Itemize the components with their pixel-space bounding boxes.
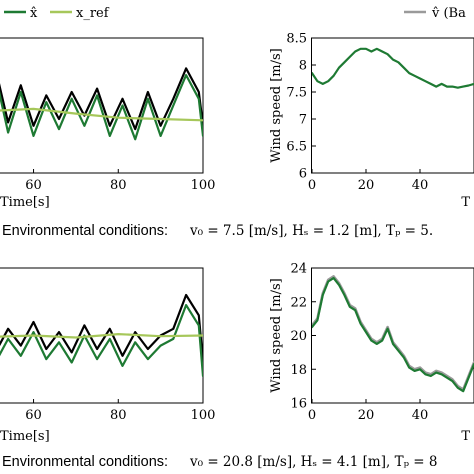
- legend-right: v̂ (Ba: [404, 6, 466, 21]
- y-axis-label: Wind speed [m/s]: [269, 48, 284, 162]
- series-line-2: [0, 107, 203, 122]
- axes-frame: [311, 37, 474, 174]
- x-tick-label: 20: [358, 408, 375, 423]
- x-axis-label: Time[s]: [0, 195, 50, 210]
- x-tick-label: 60: [25, 408, 42, 423]
- x-tick-label: 40: [412, 178, 429, 193]
- x-axis-label: T: [461, 195, 470, 210]
- series-line-0: [312, 275, 474, 391]
- legend-label-x-hat: x̂: [30, 6, 38, 21]
- series-line-2: [0, 333, 203, 339]
- legend-left: x̂ x_ref: [4, 6, 110, 21]
- x-axis-label: Time[s]: [0, 429, 50, 444]
- y-tick-label: 16: [290, 397, 307, 412]
- x-tick-label: 40: [412, 408, 429, 423]
- legend-label-x-ref: x_ref: [76, 6, 110, 21]
- axes-frame: [311, 267, 474, 404]
- y-tick-label: 6: [299, 167, 307, 182]
- y-tick-label: 18: [290, 363, 307, 378]
- y-tick-label: 8.5: [286, 32, 307, 47]
- x-tick-label: 20: [358, 178, 375, 193]
- y-tick-label: 24: [290, 262, 307, 277]
- y-tick-label: 8: [299, 59, 307, 74]
- caption-bottom-label: Environmental conditions:: [2, 454, 168, 470]
- series-line-1: [312, 277, 474, 393]
- caption-bottom-math: v₀ = 20.8 [m/s], Hₛ = 4.1 [m], Tₚ = 8: [189, 454, 437, 470]
- panel-top-left: 60 80 100 Time[s]: [0, 37, 216, 210]
- series-line-0: [312, 47, 474, 89]
- series-line-1: [0, 73, 203, 141]
- x-tick-label: 100: [191, 408, 216, 423]
- y-tick-label: 6.5: [286, 140, 307, 155]
- caption-bottom: Environmental conditions: v₀ = 20.8 [m/s…: [2, 454, 437, 470]
- x-axis-label: T: [461, 429, 470, 444]
- y-tick-label: 22: [290, 295, 307, 310]
- panel-bottom-left: 60 80 100 Time[s]: [0, 267, 216, 444]
- y-tick-label: 7: [299, 113, 307, 128]
- y-axis-label: Wind speed [m/s]: [269, 278, 284, 392]
- axes-frame: [0, 37, 204, 174]
- x-tick-label: 60: [25, 178, 42, 193]
- legend-label-v-hat: v̂ (Ba: [431, 6, 466, 21]
- series-line-0: [0, 67, 203, 131]
- y-tick-label: 7.5: [286, 86, 307, 101]
- x-tick-label: 0: [308, 408, 316, 423]
- series-line-1: [0, 304, 203, 378]
- caption-top: Environmental conditions: v₀ = 7.5 [m/s]…: [2, 223, 433, 239]
- x-tick-label: 80: [110, 408, 127, 423]
- x-tick-label: 80: [110, 178, 127, 193]
- caption-top-math: v₀ = 7.5 [m/s], Hₛ = 1.2 [m], Tₚ = 5.: [189, 223, 433, 239]
- series-line-0: [0, 293, 203, 364]
- x-tick-label: 100: [191, 178, 216, 193]
- caption-top-label: Environmental conditions:: [2, 223, 168, 239]
- y-tick-label: 20: [290, 329, 307, 344]
- panel-bottom-right: 0 20 40 16 18 20 22 24 Wind speed [m/s] T: [269, 262, 474, 444]
- x-tick-label: 0: [308, 178, 316, 193]
